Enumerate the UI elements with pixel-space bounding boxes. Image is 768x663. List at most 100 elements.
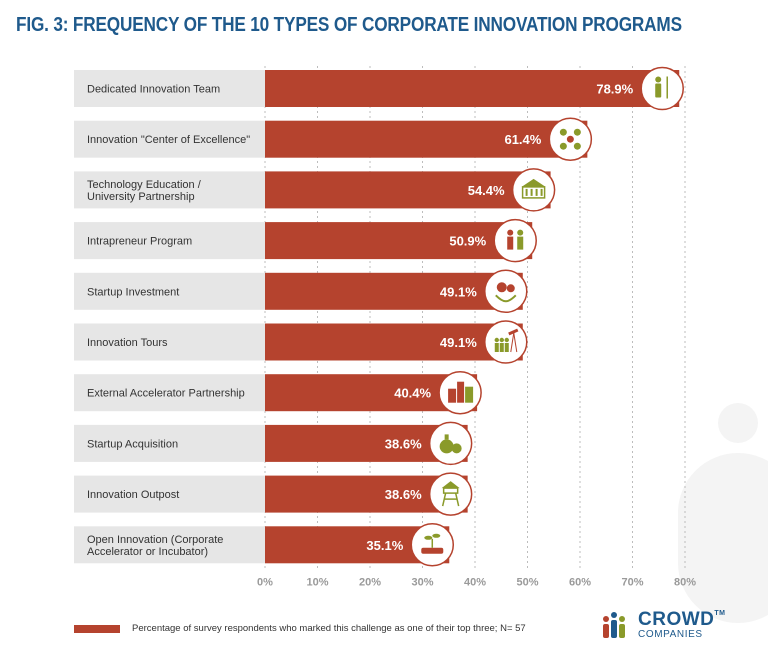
icon-part: [494, 343, 499, 352]
logo-mark-icon: [603, 612, 625, 638]
icon-part: [499, 337, 504, 343]
category-label-line: Innovation "Center of Excellence": [87, 134, 250, 146]
category-label-line: University Partnership: [87, 191, 195, 203]
bar-value-label: 61.4%: [504, 132, 541, 147]
background-watermark-dot: [718, 403, 758, 443]
icon-circle: [484, 269, 528, 314]
icon-part: [448, 388, 457, 403]
category-label: External Accelerator Partnership: [87, 388, 245, 400]
icon-part: [439, 439, 454, 454]
bar-value-label: 35.1%: [366, 538, 403, 553]
bar: [265, 272, 523, 310]
category-label-line: Dedicated Innovation Team: [87, 84, 220, 96]
seedling-tray-icon: [421, 533, 444, 554]
icon-circle: [493, 218, 537, 263]
icon-circle: [484, 320, 528, 364]
category-label: Technology Education / University Partner…: [87, 179, 202, 203]
category-label-line: Startup Acquisition: [87, 438, 178, 450]
people-celebrating-icon: [507, 229, 524, 250]
icon-part: [494, 337, 499, 343]
icon-part: [432, 533, 441, 538]
category-label-line: Technology Education /: [87, 179, 202, 191]
category-label-bg: [74, 424, 265, 462]
x-tick-label: 80%: [674, 576, 696, 588]
category-label: Intrapreneur Program: [87, 236, 192, 248]
icon-part: [506, 284, 515, 293]
icon-part: [655, 83, 662, 98]
icon-circle: [428, 472, 473, 516]
bar-value-label: 50.9%: [449, 234, 486, 249]
category-label-bg: [74, 272, 265, 310]
icon-part: [521, 186, 546, 199]
icon-part: [451, 443, 462, 454]
icon-part: [507, 229, 514, 236]
icon-part: [454, 492, 460, 507]
bar-value-label: 49.1%: [440, 335, 477, 350]
bar-value-label: 49.1%: [440, 284, 477, 299]
category-label-line: Innovation Tours: [87, 337, 168, 349]
x-tick-label: 60%: [569, 576, 591, 588]
x-tick-label: 0%: [257, 576, 273, 588]
icon-part: [441, 492, 447, 507]
icon-part: [573, 128, 581, 136]
icon-part: [521, 178, 546, 187]
bar-value-label: 78.9%: [596, 82, 633, 97]
x-tick-label: 70%: [621, 576, 643, 588]
icon-part: [508, 328, 519, 336]
icon-part: [513, 332, 518, 353]
icon-circle: [511, 168, 556, 212]
icon-part: [573, 142, 581, 150]
category-label: Innovation "Center of Excellence": [87, 134, 250, 146]
icon-part: [559, 128, 567, 136]
icon-part: [504, 343, 509, 352]
crowd-companies-logo: CROWDTM COMPANIES: [600, 608, 726, 642]
city-buildings-icon: [448, 381, 474, 403]
icon-part: [540, 188, 543, 196]
category-label-bg: [74, 171, 265, 209]
bar: [265, 171, 551, 209]
watchtower-icon: [441, 481, 460, 507]
category-label-bg: [74, 475, 265, 513]
category-label-line: Accelerator or Incubator): [87, 546, 208, 558]
x-tick-label: 20%: [359, 576, 381, 588]
bar-value-label: 54.4%: [468, 183, 505, 198]
bar: [265, 120, 588, 158]
category-label-line: Startup Investment: [87, 286, 179, 298]
bar: [265, 222, 533, 260]
bar: [265, 323, 523, 361]
x-tick-label: 10%: [306, 576, 328, 588]
icon-part: [535, 188, 538, 196]
category-label-line: Intrapreneur Program: [87, 236, 192, 248]
icon-part: [499, 343, 504, 352]
icon-part: [510, 332, 515, 353]
money-plant-icon: [495, 282, 517, 303]
category-label-bg: [74, 120, 265, 158]
icon-part: [517, 236, 524, 250]
category-label-line: External Accelerator Partnership: [87, 388, 245, 400]
icon-part: [424, 535, 433, 540]
icon-part: [444, 434, 449, 440]
category-label-line: Open Innovation (Corporate: [87, 534, 223, 546]
category-label-bg: [74, 222, 265, 260]
category-label: Startup Investment: [87, 286, 179, 298]
icon-part: [566, 135, 574, 143]
team-network-icon: [559, 128, 581, 150]
icon-part: [496, 282, 507, 293]
legend: Percentage of survey respondents who mar…: [74, 623, 526, 634]
person-flag-icon: [655, 76, 668, 99]
icon-circle: [640, 66, 684, 111]
icon-part: [442, 487, 459, 494]
icon-part: [504, 337, 509, 343]
logo-tm: TM: [714, 610, 726, 617]
icon-part: [559, 142, 567, 150]
logo-name: CROWD: [638, 609, 715, 630]
x-tick-label: 50%: [516, 576, 538, 588]
money-bags-icon: [439, 434, 462, 454]
icon-part: [530, 188, 533, 196]
icon-part: [421, 547, 444, 554]
university-building-icon: [521, 178, 546, 199]
category-label-bg: [74, 323, 265, 361]
icon-part: [441, 481, 460, 489]
category-label: Open Innovation (Corporate Accelerator or…: [87, 534, 223, 558]
telescope-group-icon: [494, 328, 519, 353]
